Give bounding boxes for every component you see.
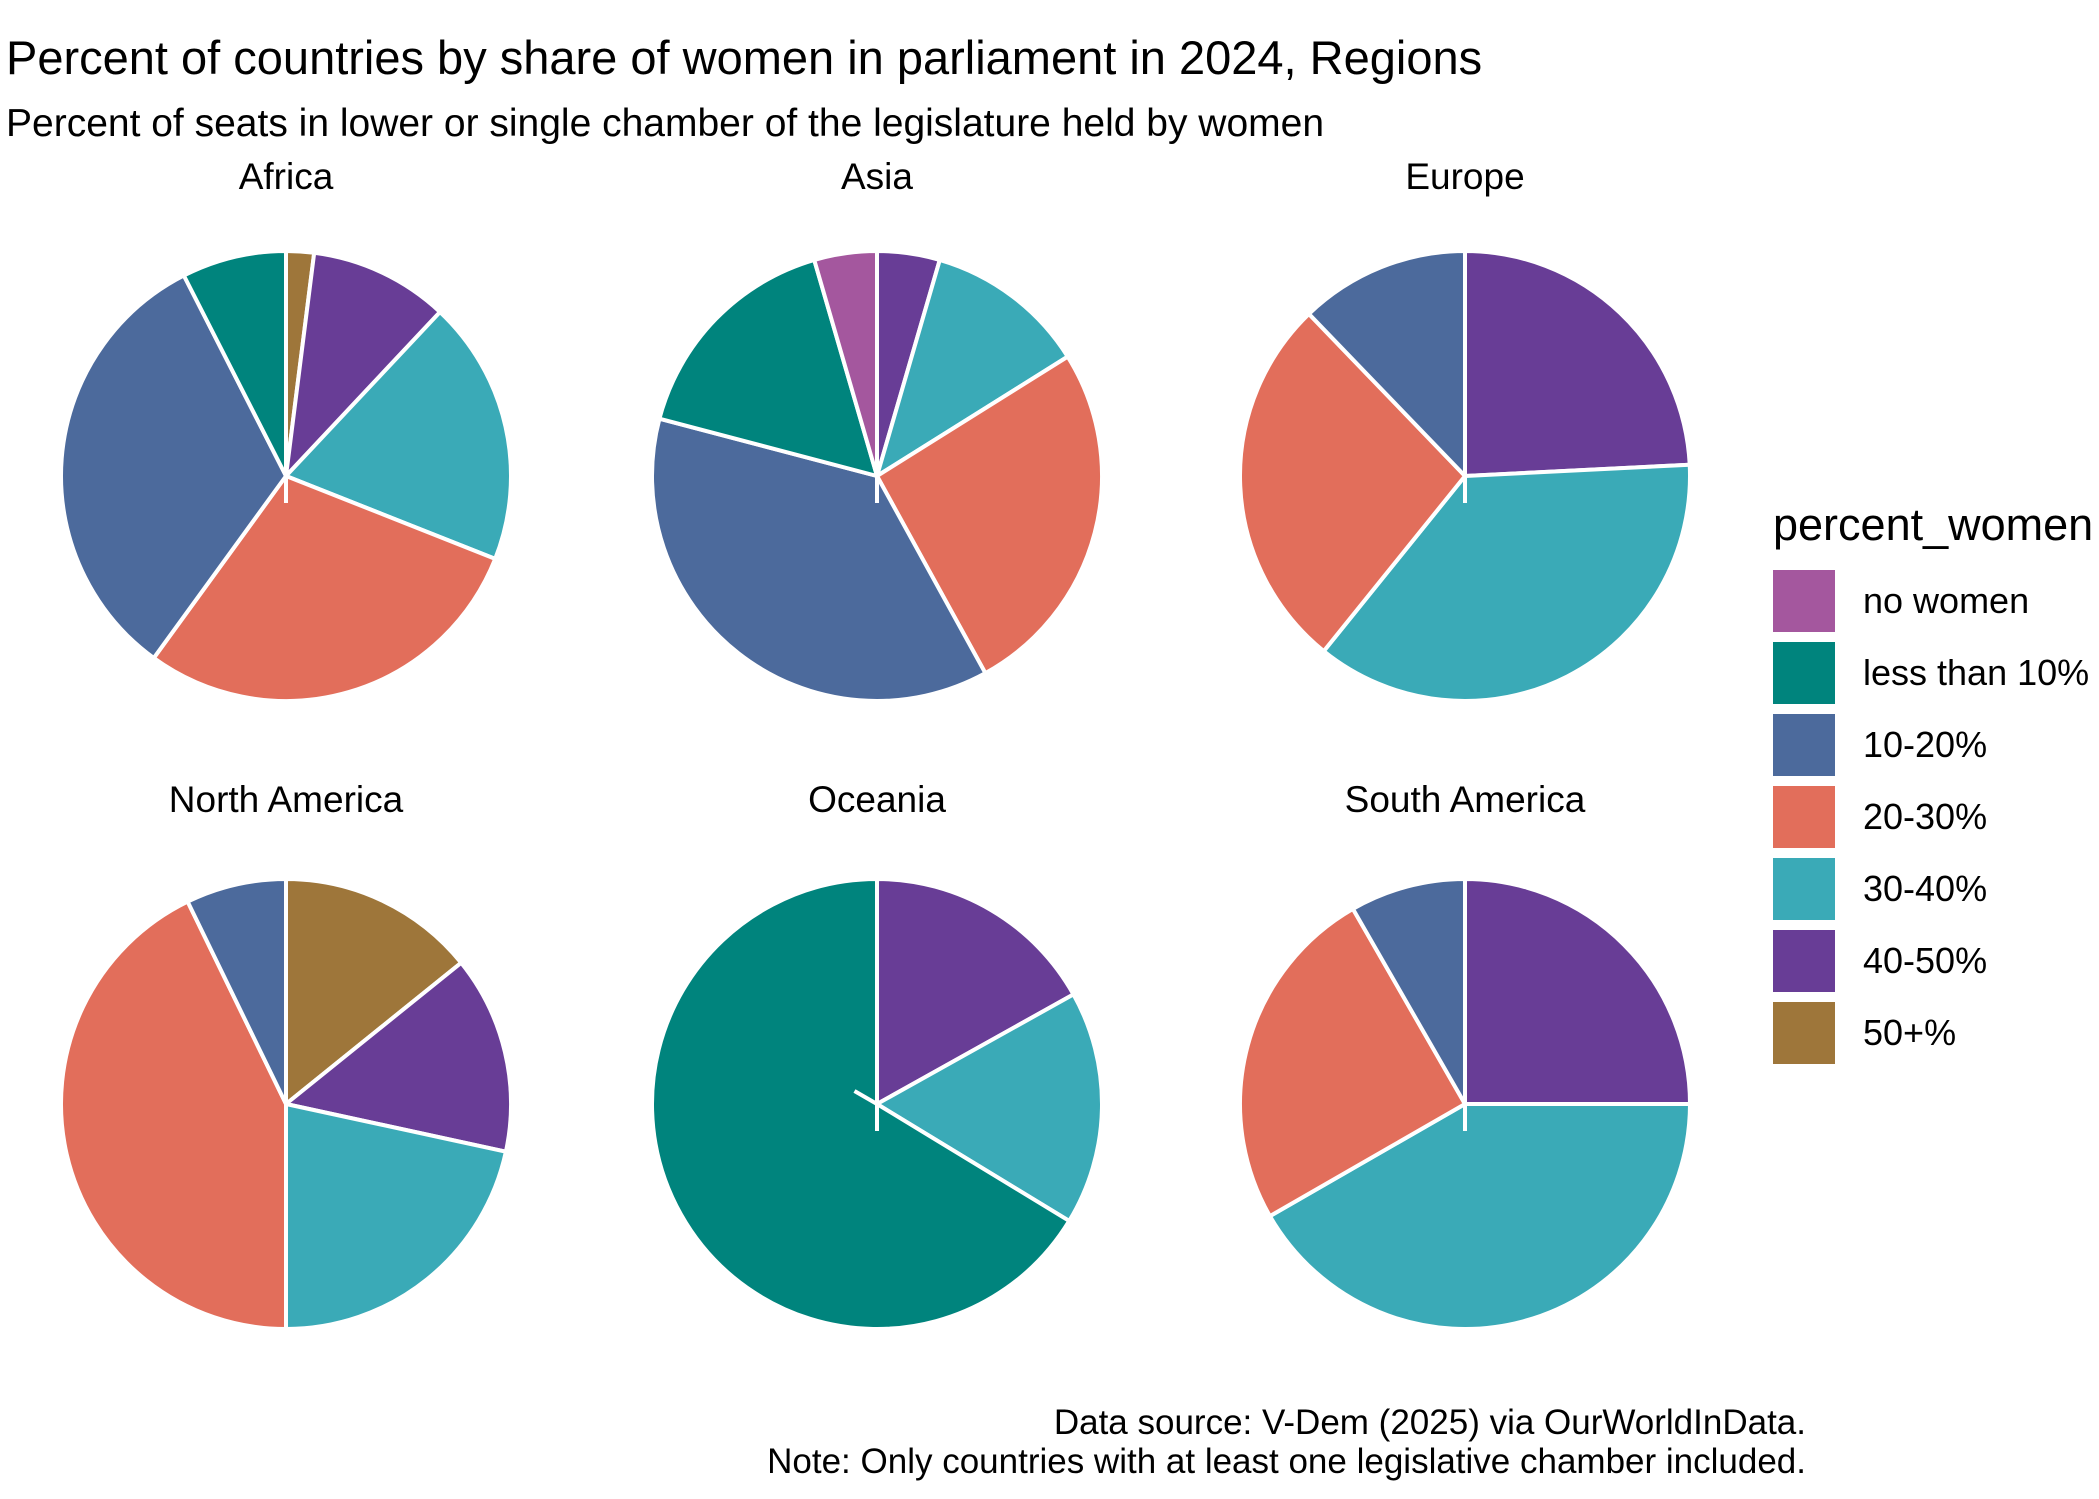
legend-swatch-40-50 — [1773, 930, 1835, 993]
slice-north-america-50plus — [284, 877, 464, 1106]
slice-europe-10-20 — [1306, 249, 1467, 478]
pie-oceania — [650, 877, 1104, 1331]
slice-oceania-30-40 — [875, 992, 1104, 1223]
legend-swatch-no-women — [1773, 570, 1835, 633]
slice-south-america-20-30 — [1238, 906, 1467, 1219]
legend: percent_women no women less than 10% 10-20… — [1773, 501, 2099, 1074]
slice-africa-less-than-10 — [181, 249, 288, 478]
polar-axis-tick — [853, 1089, 878, 1106]
slice-south-america-10-20 — [1350, 877, 1467, 1106]
slice-oceania-less-than-10 — [650, 877, 1072, 1331]
slice-asia-no-women — [812, 249, 879, 478]
facet-label-north-america: North America — [168, 779, 404, 820]
slice-asia-less-than-10 — [657, 257, 879, 478]
slice-europe-30-40 — [1321, 462, 1692, 703]
legend-item-30-40: 30-40% — [1773, 858, 2099, 921]
legend-item-10-20: 10-20% — [1773, 714, 2099, 777]
legend-swatch-less-than-10 — [1773, 642, 1835, 705]
legend-item-50plus: 50+% — [1773, 1002, 2099, 1065]
legend-item-40-50: 40-50% — [1773, 930, 2099, 993]
legend-swatch-20-30 — [1773, 786, 1835, 849]
caption-line-source: Data source: V-Dem (2025) via OurWorldIn… — [1053, 1403, 1806, 1442]
slice-asia-20-30 — [875, 354, 1104, 676]
slice-north-america-40-50 — [284, 960, 513, 1154]
legend-swatch-10-20 — [1773, 714, 1835, 777]
legend-item-label: 40-50% — [1863, 940, 1988, 982]
slice-asia-10-20 — [650, 416, 988, 703]
legend-item-less-than-10: less than 10% — [1773, 642, 2099, 705]
facet-label-oceania: Oceania — [808, 779, 946, 820]
pie-asia — [650, 249, 1104, 703]
pie-europe — [1238, 249, 1692, 703]
slice-africa-40-50 — [284, 250, 443, 478]
legend-item-label: 10-20% — [1863, 724, 1988, 766]
pie-south-america — [1238, 877, 1692, 1331]
facet-label-south-america: South America — [1344, 779, 1586, 820]
slice-south-america-40-50 — [1463, 877, 1692, 1106]
chart-title: Percent of countries by share of women i… — [6, 31, 1483, 84]
pie-north-america — [59, 877, 513, 1331]
legend-items: no women less than 10% 10-20% 20-30% 30-40% 4… — [1773, 570, 2099, 1065]
legend-swatch-50plus — [1773, 1002, 1835, 1065]
slice-north-america-30-40 — [284, 1102, 508, 1331]
caption-line-note: Note: Only countries with at least one l… — [767, 1442, 1806, 1481]
facet-label-asia: Asia — [841, 156, 913, 197]
chart-subtitle: Percent of seats in lower or single cham… — [6, 102, 1325, 145]
slice-south-america-30-40 — [1267, 1102, 1692, 1331]
legend-item-label: 30-40% — [1863, 868, 1988, 910]
legend-item-20-30: 20-30% — [1773, 786, 2099, 849]
slice-north-america-10-20 — [185, 877, 288, 1106]
legend-item-label: 50+% — [1863, 1012, 1957, 1054]
slice-africa-10-20 — [59, 273, 288, 661]
slice-europe-20-30 — [1238, 311, 1467, 654]
slice-north-america-20-30 — [59, 899, 288, 1331]
legend-item-label: less than 10% — [1863, 652, 2090, 694]
slice-europe-40-50 — [1463, 249, 1692, 478]
slice-asia-30-40 — [875, 257, 1070, 478]
caption: Data source: V-Dem (2025) via OurWorldIn… — [767, 1403, 1806, 1481]
slice-oceania-40-50 — [875, 877, 1076, 1106]
facet-label-europe: Europe — [1405, 156, 1525, 197]
legend-item-label: 20-30% — [1863, 796, 1988, 838]
legend-item-label: no women — [1863, 580, 2030, 622]
facet-label-africa: Africa — [238, 156, 334, 197]
pie-africa — [59, 249, 513, 703]
legend-title: percent_women — [1773, 499, 2094, 550]
legend-item-no-women: no women — [1773, 570, 2099, 633]
legend-swatch-30-40 — [1773, 858, 1835, 921]
slice-africa-20-30 — [151, 474, 498, 703]
